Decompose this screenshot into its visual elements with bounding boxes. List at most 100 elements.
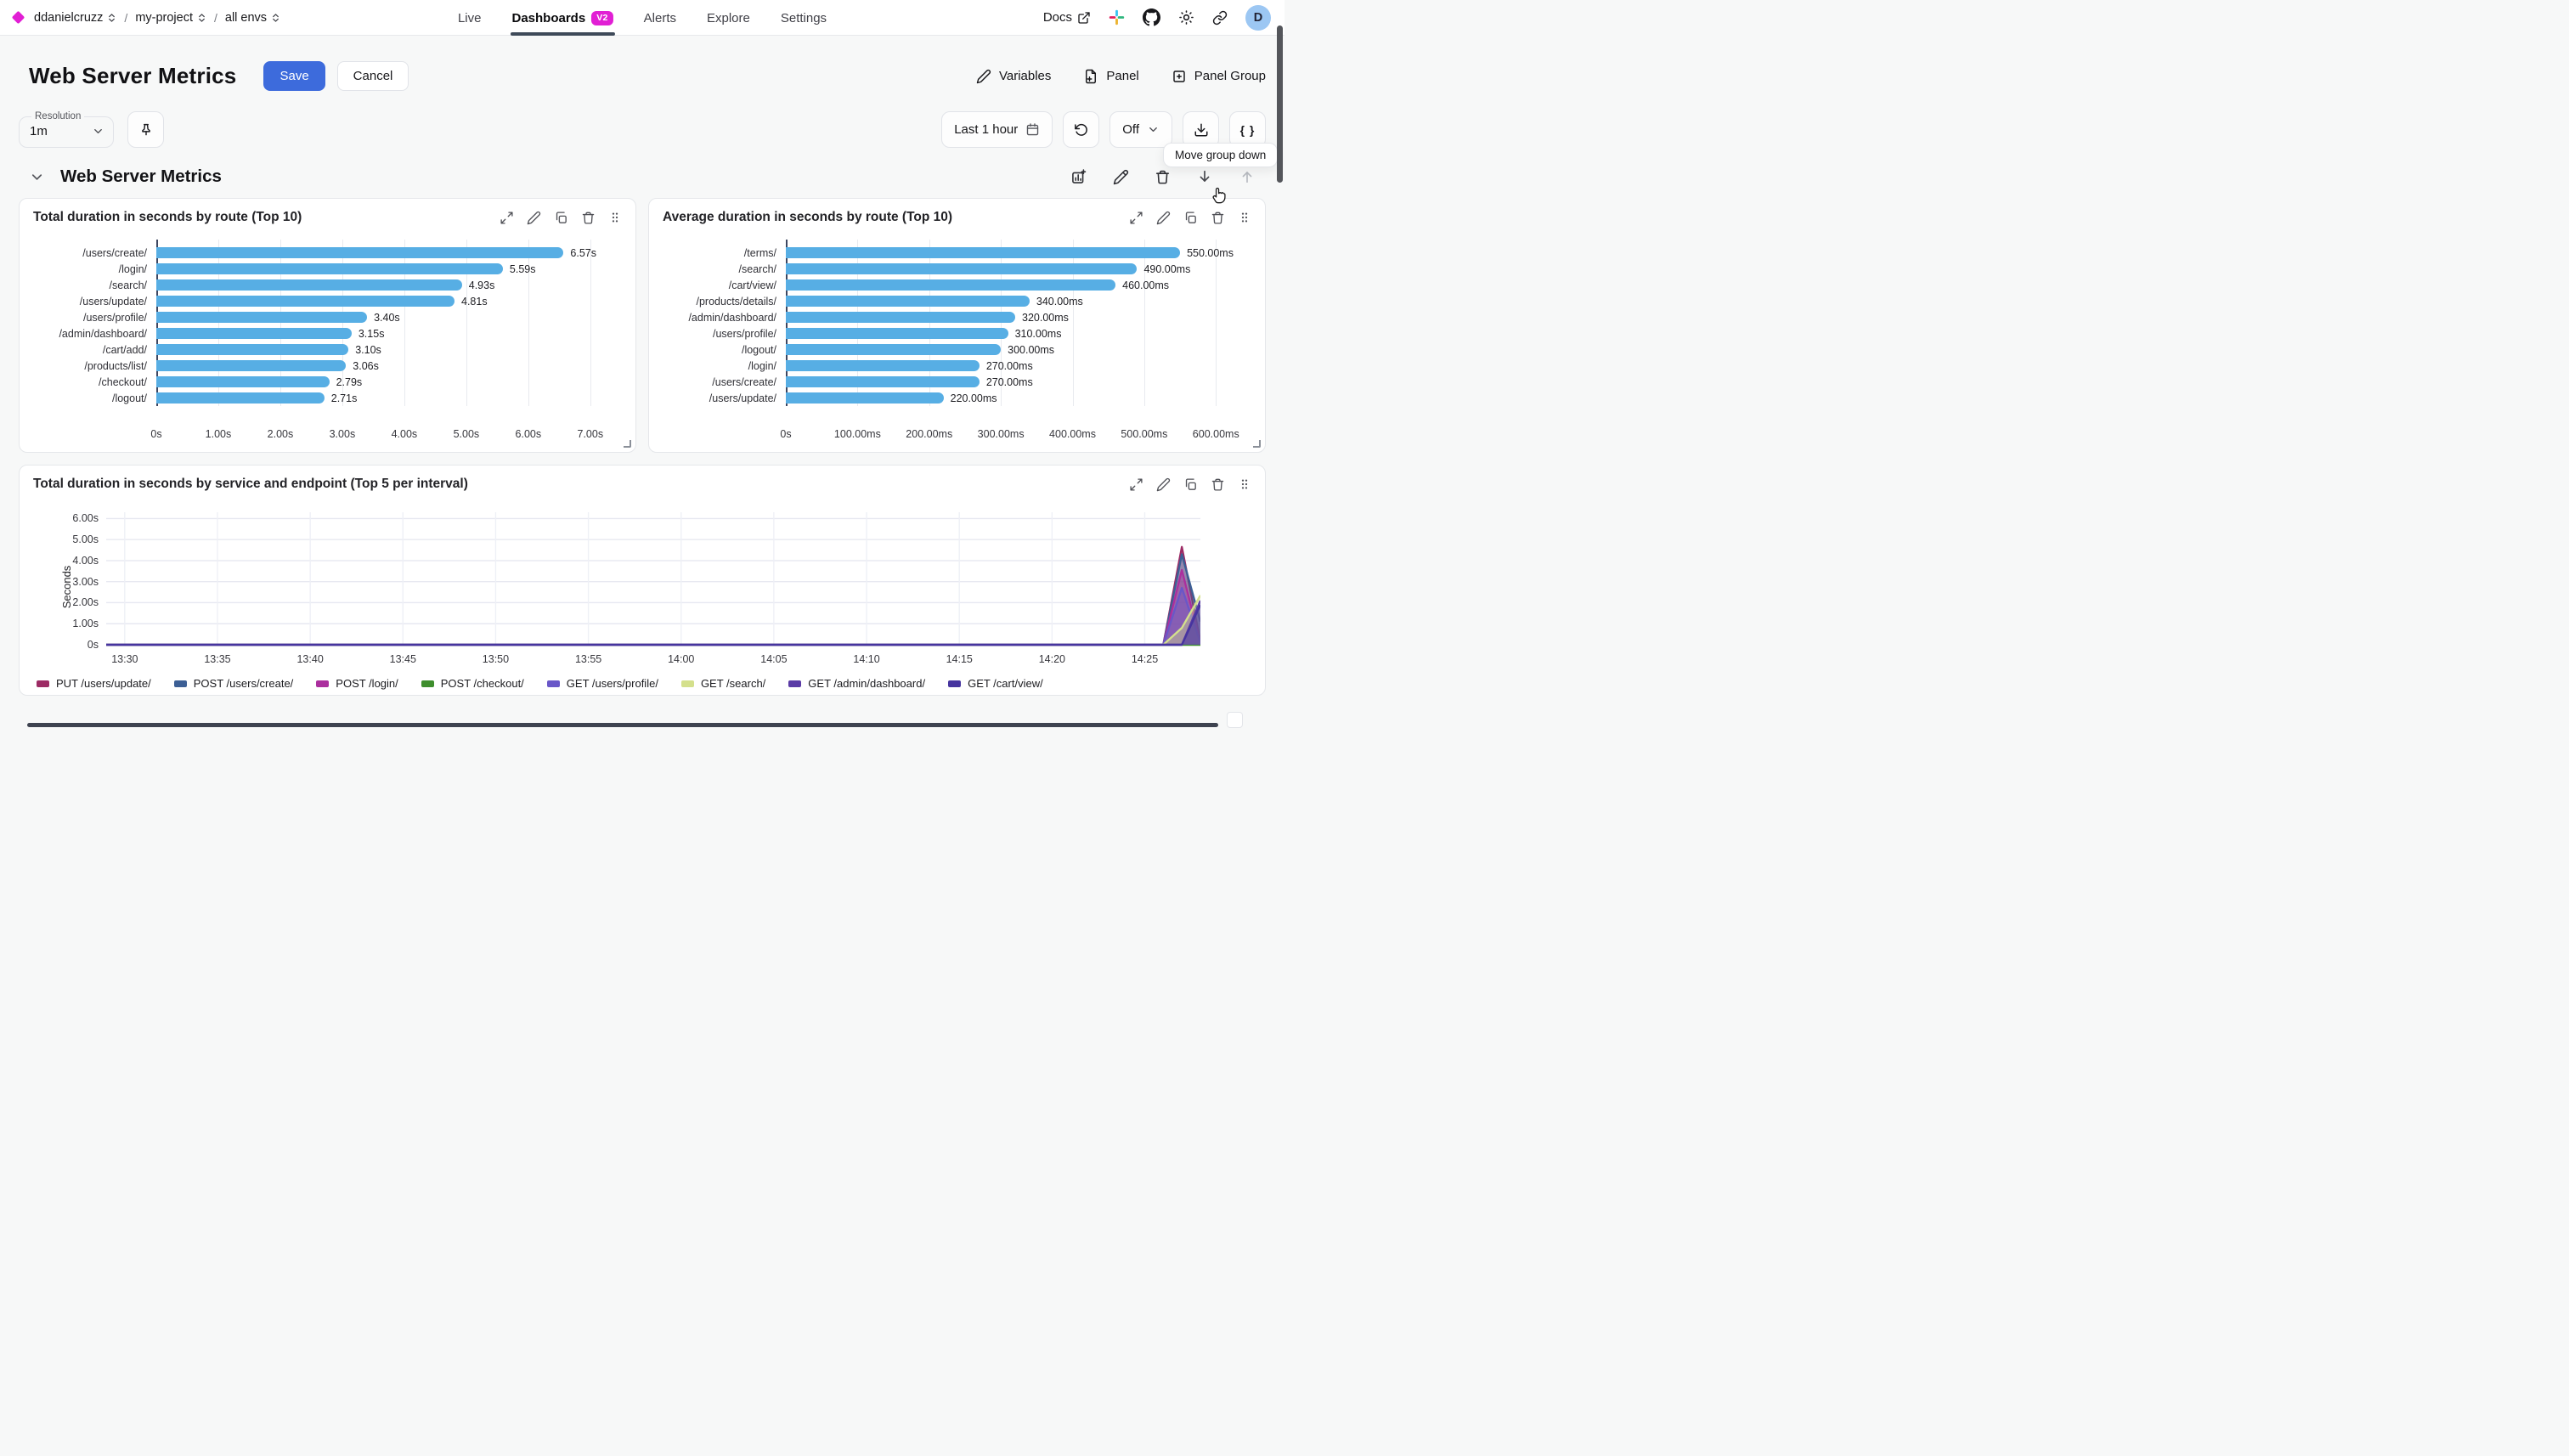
app-root: ddanielcruzz / my-project / all envs Liv… <box>0 0 1284 728</box>
breadcrumb: ddanielcruzz / my-project / all envs <box>14 11 280 25</box>
pencil-icon <box>1113 169 1129 185</box>
bar-row: /users/profile/3.40s <box>33 309 622 325</box>
docs-link[interactable]: Docs <box>1043 10 1091 25</box>
legend-item[interactable]: POST /users/create/ <box>174 677 294 690</box>
y-axis-tick-label: 4.00s <box>72 555 99 567</box>
tab-live[interactable]: Live <box>458 0 482 36</box>
panel-expand-button[interactable] <box>1129 477 1143 492</box>
bar-value-label: 3.15s <box>359 328 385 340</box>
time-range-picker[interactable]: Last 1 hour <box>941 111 1053 148</box>
panel-copy-button[interactable] <box>1183 211 1198 225</box>
resolution-label: Resolution <box>31 111 84 121</box>
slack-icon[interactable] <box>1109 9 1125 25</box>
panel-drag-handle[interactable] <box>1238 211 1251 224</box>
resolution-select[interactable]: Resolution 1m <box>19 111 114 148</box>
chevron-down-icon <box>1147 123 1160 136</box>
grip-dots-icon <box>1238 477 1251 491</box>
save-button[interactable]: Save <box>263 61 325 91</box>
breadcrumb-org-selector[interactable]: ddanielcruzz <box>34 11 116 25</box>
group-delete-button[interactable] <box>1155 169 1171 185</box>
panels-row: Total duration in seconds by route (Top … <box>19 198 1266 453</box>
vertical-scrollbar[interactable] <box>1277 25 1283 183</box>
github-icon[interactable] <box>1143 8 1160 26</box>
panel-edit-button[interactable] <box>1156 477 1171 492</box>
arrow-up-icon <box>1239 168 1256 185</box>
legend-item[interactable]: POST /login/ <box>316 677 398 690</box>
panel-expand-button[interactable] <box>500 211 514 225</box>
breadcrumb-env-selector[interactable]: all envs <box>225 11 280 25</box>
panel-header: Average duration in seconds by route (To… <box>663 210 1251 225</box>
bar: 490.00ms <box>786 263 1137 274</box>
cancel-button[interactable]: Cancel <box>337 61 409 91</box>
scrollbar-corner[interactable] <box>1227 712 1243 728</box>
breadcrumb-separator: / <box>214 11 217 25</box>
legend-item[interactable]: GET /users/profile/ <box>547 677 658 690</box>
legend-item[interactable]: PUT /users/update/ <box>37 677 151 690</box>
panel-drag-handle[interactable] <box>1238 477 1251 491</box>
horizontal-scrollbar[interactable] <box>27 723 1218 727</box>
breadcrumb-org-label: ddanielcruzz <box>34 11 103 25</box>
panel-drag-handle[interactable] <box>608 211 622 224</box>
panel-delete-button[interactable] <box>581 211 596 225</box>
copy-icon <box>554 211 568 225</box>
y-axis-tick-label: 1.00s <box>72 618 99 629</box>
x-axis-tick-label: 0s <box>150 428 161 440</box>
header-actions: Variables Panel Panel Group <box>976 69 1266 84</box>
refresh-button[interactable] <box>1063 111 1099 148</box>
diagonal-arrows-icon <box>1129 211 1143 225</box>
legend-item[interactable]: GET /cart/view/ <box>948 677 1043 690</box>
panel-header: Total duration in seconds by route (Top … <box>33 210 622 225</box>
breadcrumb-project-label: my-project <box>135 11 193 25</box>
brand-logo-icon[interactable] <box>12 11 25 25</box>
download-icon <box>1194 122 1209 138</box>
resize-corner-icon[interactable] <box>624 440 631 448</box>
panel-edit-button[interactable] <box>1156 211 1171 225</box>
bar-row: /users/create/6.57s <box>33 245 622 261</box>
bar-category-label: /products/details/ <box>663 296 786 308</box>
tab-explore[interactable]: Explore <box>707 0 750 36</box>
collapse-chevron-icon[interactable] <box>29 169 45 185</box>
panel-delete-button[interactable] <box>1211 477 1225 492</box>
bar-track: 310.00ms <box>786 328 1245 339</box>
group-move-up-button[interactable] <box>1239 168 1256 185</box>
panel-expand-button[interactable] <box>1129 211 1143 225</box>
panel-delete-button[interactable] <box>1211 211 1225 225</box>
bar-value-label: 4.93s <box>469 279 495 291</box>
tab-alerts[interactable]: Alerts <box>644 0 676 36</box>
user-avatar[interactable]: D <box>1245 5 1271 31</box>
tab-dashboards[interactable]: Dashboards V2 <box>511 0 613 36</box>
share-link-icon[interactable] <box>1212 10 1228 25</box>
diagonal-arrows-icon <box>500 211 514 225</box>
bar-track: 3.10s <box>156 344 615 355</box>
pin-resolution-button[interactable] <box>127 111 164 148</box>
breadcrumb-project-selector[interactable]: my-project <box>135 11 206 25</box>
tab-settings[interactable]: Settings <box>781 0 827 36</box>
theme-toggle-sun-icon[interactable] <box>1178 9 1194 25</box>
trash-icon <box>1211 211 1225 225</box>
chevron-down-icon <box>92 125 104 138</box>
breadcrumb-separator: / <box>124 11 127 25</box>
group-move-down-button[interactable] <box>1196 168 1213 185</box>
resize-corner-icon[interactable] <box>1253 440 1261 448</box>
auto-refresh-select[interactable]: Off <box>1109 111 1172 148</box>
bar-row: /login/270.00ms <box>663 358 1251 374</box>
panel-title: Average duration in seconds by route (To… <box>663 210 952 225</box>
group-edit-button[interactable] <box>1113 169 1129 185</box>
panel-edit-button[interactable] <box>527 211 541 225</box>
panel-copy-button[interactable] <box>1183 477 1198 492</box>
legend-item[interactable]: GET /admin/dashboard/ <box>788 677 925 690</box>
group-add-chart-button[interactable] <box>1070 168 1087 185</box>
add-panel-group-button[interactable]: Panel Group <box>1172 69 1266 84</box>
bar: 300.00ms <box>786 344 1001 355</box>
topbar-right-cluster: Docs D <box>1043 5 1271 31</box>
dashboard-controls: Resolution 1m Last 1 hour Off <box>19 111 1266 148</box>
x-axis-tick-label: 100.00ms <box>834 428 881 440</box>
bar-row: /search/490.00ms <box>663 261 1251 277</box>
resolution-value: 1m <box>30 124 48 138</box>
legend-item[interactable]: POST /checkout/ <box>421 677 524 690</box>
variables-button[interactable]: Variables <box>976 69 1051 84</box>
legend-item[interactable]: GET /search/ <box>681 677 765 690</box>
y-axis-tick-label: 0s <box>88 639 99 651</box>
panel-copy-button[interactable] <box>554 211 568 225</box>
add-panel-button[interactable]: Panel <box>1083 69 1138 84</box>
